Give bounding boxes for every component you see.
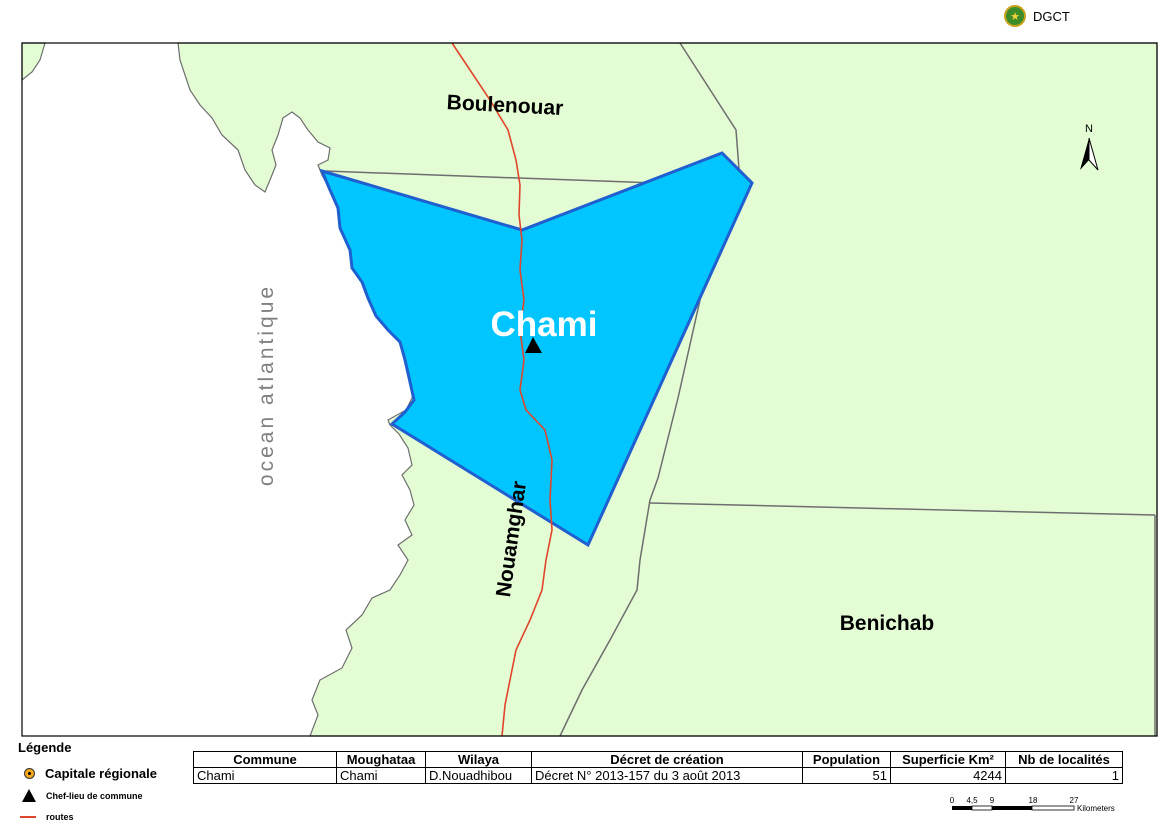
- commune-label: Chami: [491, 305, 598, 344]
- table-header: Nb de localités: [1005, 751, 1123, 768]
- table-cell: Décret N° 2013-157 du 3 août 2013: [531, 767, 803, 784]
- table-header: Commune: [193, 751, 337, 768]
- table-header: Décret de création: [531, 751, 803, 768]
- map-frame: [21, 42, 1158, 737]
- org-label: DGCT: [1033, 8, 1070, 24]
- scale-tick: 9: [990, 796, 995, 805]
- table-header: Wilaya: [425, 751, 532, 768]
- scale-tick: 4,5: [966, 796, 978, 805]
- legend-label: Chef-lieu de commune: [46, 790, 143, 801]
- triangle-icon: [22, 789, 36, 802]
- table-header-row: Commune Moughataa Wilaya Décret de créat…: [193, 751, 1123, 768]
- road-line-icon: [20, 816, 36, 818]
- admin-boundaries: [324, 42, 1156, 737]
- emblem-icon: ★: [1004, 5, 1026, 27]
- table-row: Chami Chami D.Nouadhibou Décret N° 2013-…: [193, 767, 1123, 784]
- commune-info-table: Commune Moughataa Wilaya Décret de créat…: [193, 751, 1123, 784]
- chef-lieu-marker: [525, 337, 542, 353]
- legend-item-routes: routes: [18, 812, 74, 822]
- table-header: Population: [802, 751, 891, 768]
- scale-bar: 0 4,5 9 18 27 Kilometers: [950, 796, 1115, 813]
- org-header: ★ DGCT: [1004, 5, 1070, 27]
- table-cell: 1: [1005, 767, 1123, 784]
- legend-title: Légende: [18, 740, 72, 755]
- table-header: Moughataa: [336, 751, 426, 768]
- road-line: [451, 42, 553, 737]
- legend-label: routes: [46, 812, 74, 822]
- scale-tick: 18: [1029, 796, 1038, 805]
- capital-icon: [24, 768, 35, 779]
- table-cell: D.Nouadhibou: [425, 767, 532, 784]
- north-arrow-icon: [1080, 137, 1099, 171]
- table-header: Superficie Km²: [890, 751, 1006, 768]
- table-cell: Chami: [336, 767, 426, 784]
- table-cell: Chami: [193, 767, 337, 784]
- legend-item-chef-lieu: Chef-lieu de commune: [18, 789, 143, 802]
- scale-unit: Kilometers: [1077, 804, 1115, 813]
- ocean-label: ocean atlantique: [255, 284, 278, 486]
- legend-label: Capitale régionale: [45, 766, 157, 781]
- scale-tick: 0: [950, 796, 955, 805]
- north-arrow-label: N: [1085, 123, 1093, 135]
- table-cell: 51: [802, 767, 891, 784]
- neighbor-label-east: Benichab: [840, 612, 935, 635]
- scale-tick: 27: [1070, 796, 1079, 805]
- table-cell: 4244: [890, 767, 1006, 784]
- legend-item-capital: Capitale régionale: [18, 766, 157, 781]
